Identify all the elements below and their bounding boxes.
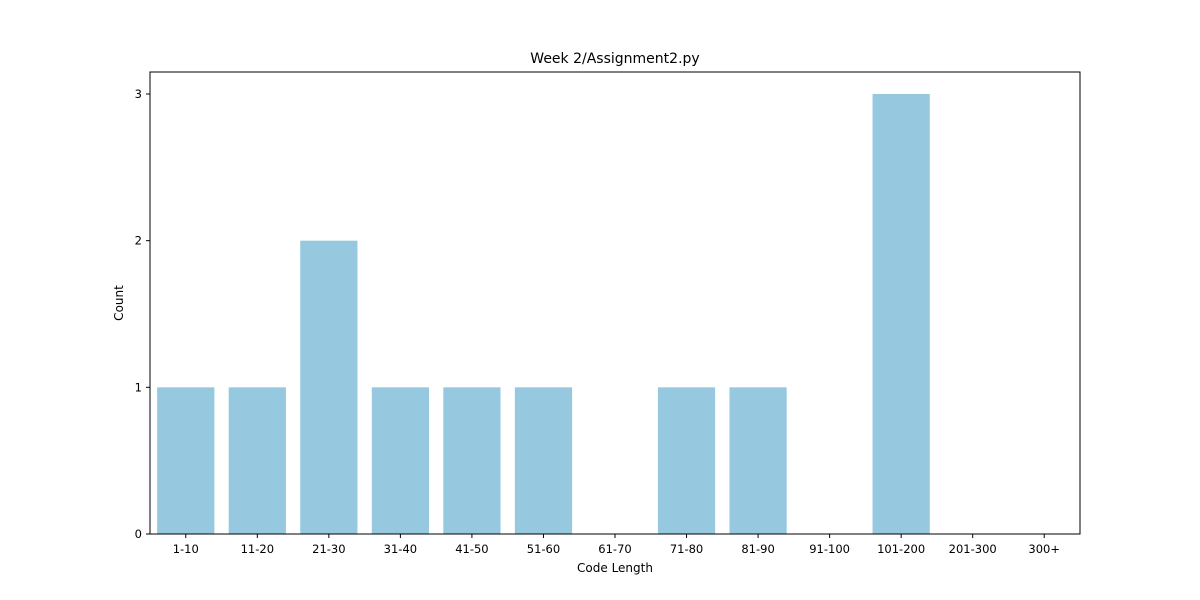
- bar-81-90: [729, 387, 787, 534]
- y-axis-label: Count: [112, 285, 126, 321]
- y-tick-label: 1: [135, 380, 142, 394]
- x-tick-label: 71-80: [670, 542, 703, 556]
- bar-31-40: [371, 387, 429, 534]
- bar-1-10: [157, 387, 215, 534]
- x-tick-label: 11-20: [241, 542, 274, 556]
- y-tick-label: 3: [135, 87, 142, 101]
- x-tick-label: 300+: [1028, 542, 1060, 556]
- x-tick-label: 41-50: [455, 542, 488, 556]
- bar-101-200: [872, 94, 930, 534]
- bar-51-60: [514, 387, 573, 534]
- y-axis: 0 1 2 3: [135, 87, 150, 541]
- plot-frame: [149, 71, 1081, 535]
- x-axis: 1-10 11-20 21-30 31-40 41-50 51-60 61-70 71-80 8…: [173, 534, 1060, 556]
- x-tick-label: 21-30: [312, 542, 345, 556]
- bar-11-20: [228, 387, 286, 534]
- x-tick-label: 1-10: [173, 542, 199, 556]
- x-tick-label: 91-100: [809, 542, 850, 556]
- bar-21-30: [300, 240, 358, 535]
- y-tick-label: 2: [135, 234, 142, 248]
- x-tick-label: 51-60: [527, 542, 560, 556]
- x-tick-label: 61-70: [598, 542, 631, 556]
- x-tick-label: 201-300: [949, 542, 997, 556]
- x-tick-label: 81-90: [741, 542, 774, 556]
- x-tick-label: 31-40: [384, 542, 417, 556]
- bars-group: [157, 94, 930, 535]
- y-tick-label: 0: [135, 527, 142, 541]
- chart-title: Week 2/Assignment2.py: [530, 51, 699, 67]
- bar-71-80: [657, 387, 716, 534]
- x-axis-label: Code Length: [577, 561, 653, 575]
- x-tick-label: 101-200: [877, 542, 925, 556]
- bar-41-50: [443, 387, 501, 534]
